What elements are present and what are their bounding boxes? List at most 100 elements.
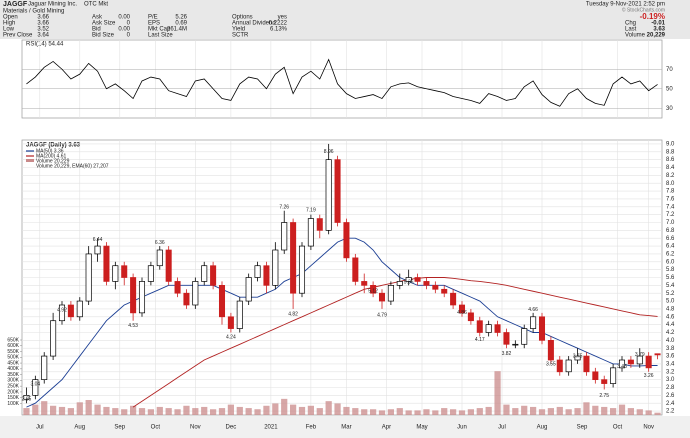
candle-body [654,353,661,356]
candle-body [343,222,350,259]
volume-tick-label: 150K [7,395,19,401]
volume-bar [218,408,226,415]
summary-value: 20,229 [647,33,666,39]
candle-body [645,355,652,369]
date: Tuesday 9-Nov-2021 2:52 pm [586,2,665,8]
candle-body [512,343,519,346]
volume-bar [512,408,519,415]
volume-bar [165,408,172,415]
volume-tick-label: 200K [7,389,19,395]
candle-body [556,359,563,373]
info-label: Low [3,27,15,33]
volume-bar [254,409,261,415]
info-label: Prev Close [3,33,33,39]
summary-label: Volume [625,33,646,39]
candle-body [574,355,581,361]
date-band [0,416,690,438]
y-tick-label: 5.8 [666,267,675,273]
candle-body [218,285,226,318]
volume-bar [441,408,448,415]
candle-body [441,288,448,294]
x-tick-label: Jul [36,425,44,431]
candle-body [494,324,501,333]
volume-bar [467,409,474,415]
info-label: Yield [232,27,245,33]
candle-body [352,257,359,282]
info-value: 3.52 [37,27,49,33]
x-tick-label: Oct [613,425,623,431]
volume-bar [307,405,314,415]
candle-body [290,222,297,294]
candle-body [405,277,412,282]
volume-bar [343,406,350,415]
candle-body [263,265,270,286]
candle-body [32,379,39,396]
volume-bar [32,404,39,415]
candle-body [183,292,190,306]
info-label: P/E [148,15,158,21]
candle-body [174,281,181,294]
x-tick-label: Aug [74,425,85,431]
legend-label: Volume 20,229, EMA(60) 27,207 [36,163,109,169]
info-label: Bid Size [92,33,115,39]
x-tick-label: 2021 [264,425,278,431]
volume-bar [503,404,510,415]
candle-body [565,359,572,373]
summary-value: -0.01 [651,21,665,27]
candle-body [601,379,608,384]
candle-body [618,359,626,369]
volume-bar [227,404,234,415]
volume-bar [316,408,323,415]
x-tick-label: Feb [306,425,317,431]
y-tick-label: 3.8 [666,346,675,352]
volume-tick-label: 550K [7,349,19,355]
y-tick-label: 4.4 [666,322,675,328]
volume-bar [121,409,128,415]
candle-body [67,304,74,318]
info-value: yes [278,15,287,21]
volume-bar [112,408,119,415]
price-annotation: 8.96 [324,149,334,155]
info-label: Options [232,15,253,21]
volume-bar [183,405,190,415]
volume-bar [290,404,297,415]
y-tick-label: 2.4 [666,401,675,407]
volume-bar [272,403,279,415]
volume-bar [521,405,528,415]
y-tick-label: 7.8 [666,189,675,195]
candle-body [298,245,306,294]
volume-tick-label: 500K [7,355,19,361]
info-label: Annual Dividend [232,21,276,27]
volume-tick-label: 300K [7,378,19,384]
price-annotation: 2.75 [599,393,609,399]
x-tick-label: Oct [151,425,161,431]
y-tick-label: 5.0 [666,299,675,305]
y-tick-label: 8.2 [666,173,675,179]
candle-body [396,281,403,286]
candle-body [147,265,154,282]
volume-bar [485,406,492,415]
legend-swatch [26,159,34,162]
candle-body [485,324,492,333]
volume-bar [85,400,92,415]
price-annotation: 3.75 [573,354,583,360]
y-tick-label: 4.2 [666,330,675,336]
volume-bar [405,410,412,415]
volume-bar [645,410,652,415]
info-value: 5.26 [175,15,187,21]
candle-body [521,328,528,345]
volume-bar [352,408,359,415]
price-annotation: 6.36 [155,240,165,246]
volume-bar [192,408,199,415]
volume-bar [94,404,101,415]
x-tick-label: Mar [341,425,351,431]
price-annotation: 5.12 [368,289,378,295]
volume-bar [592,405,599,415]
price-annotation: 3.26 [644,373,654,379]
rsi-tick-label: 50 [666,86,673,92]
volume-bar [494,371,501,415]
y-tick-label: 5.6 [666,275,675,281]
info-label: SCTR [232,33,249,39]
y-tick-label: 6.4 [666,244,675,250]
price-annotation: 4.79 [377,313,387,319]
